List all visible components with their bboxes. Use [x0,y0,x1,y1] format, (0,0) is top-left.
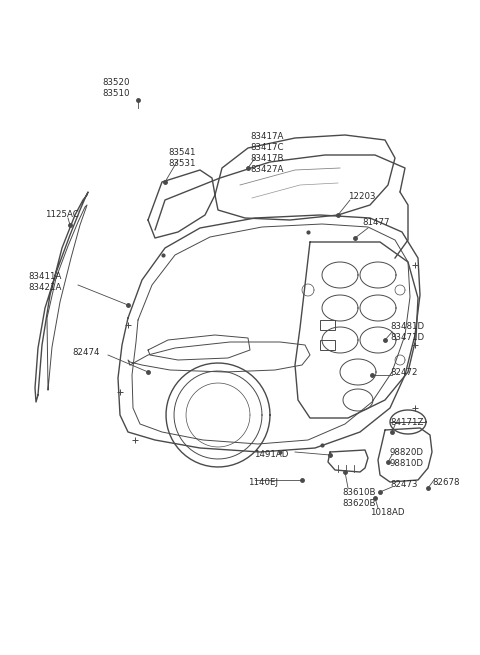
Text: 83520
83510: 83520 83510 [102,78,130,98]
Text: 1018AD: 1018AD [370,508,405,517]
Text: 1491AD: 1491AD [253,450,288,459]
Bar [320,320,335,330]
Text: 83610B
83620B: 83610B 83620B [342,488,375,508]
Text: 12203: 12203 [348,192,375,201]
Text: 1125AC: 1125AC [45,210,79,219]
Text: 1140EJ: 1140EJ [248,478,278,487]
Text: 98820D
98810D: 98820D 98810D [390,448,424,468]
Text: 83411A
83421A: 83411A 83421A [28,272,61,292]
Text: 83541
83531: 83541 83531 [168,148,195,168]
Text: 82474: 82474 [72,348,99,357]
Text: 83417A
83417C
83417B
83427A: 83417A 83417C 83417B 83427A [250,132,284,174]
Text: 82678: 82678 [432,478,459,487]
Text: 82473: 82473 [390,480,418,489]
Text: 82472: 82472 [390,368,418,377]
Text: 83481D
83471D: 83481D 83471D [390,322,424,342]
Text: 81477: 81477 [362,218,389,227]
Bar [320,340,335,350]
Text: 84171Z: 84171Z [390,418,423,427]
